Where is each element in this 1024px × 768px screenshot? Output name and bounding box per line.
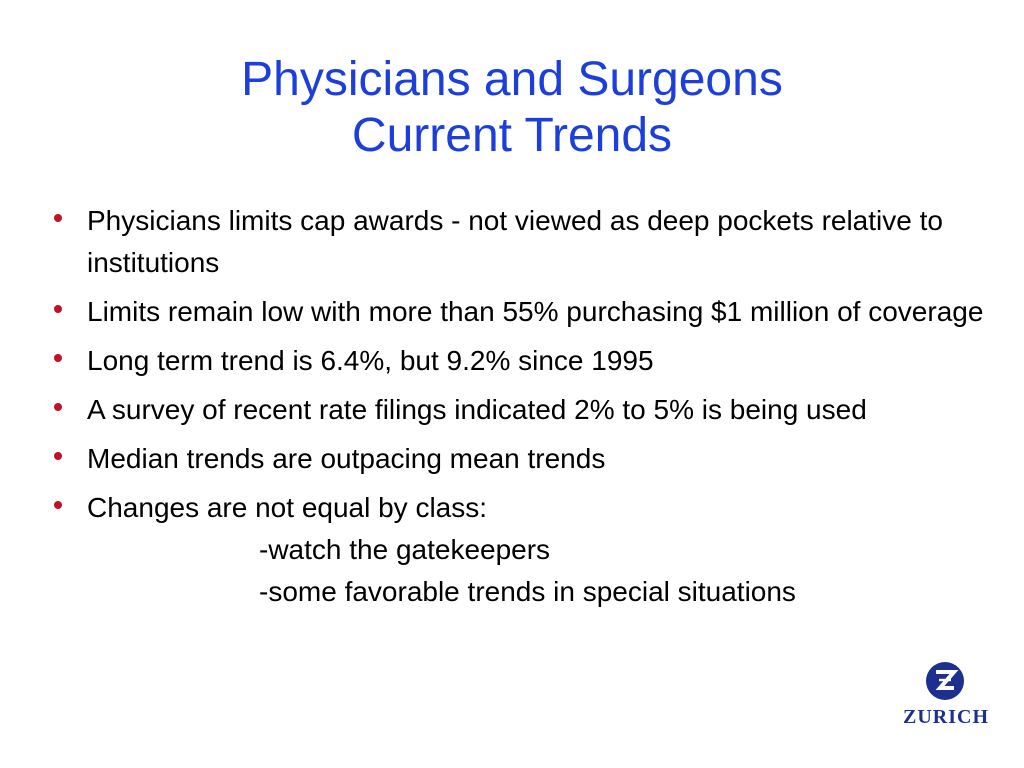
bullet-text: A survey of recent rate filings indicate…: [87, 394, 867, 425]
bullet-dot-icon: [54, 354, 62, 362]
sub-item: -some favorable trends in special situat…: [259, 576, 796, 607]
bullet-dot-icon: [54, 214, 62, 222]
bullet-item: Physicians limits cap awards - not viewe…: [54, 200, 984, 284]
bullet-text: Long term trend is 6.4%, but 9.2% since …: [87, 345, 654, 376]
bullet-dot-icon: [54, 452, 62, 460]
bullet-text: Changes are not equal by class:: [87, 492, 488, 523]
sub-item: -watch the gatekeepers: [259, 534, 551, 565]
bullet-item: Long term trend is 6.4%, but 9.2% since …: [54, 340, 984, 382]
zurich-z-icon: [926, 662, 964, 700]
bullet-item: Changes are not equal by class: -watch t…: [54, 487, 984, 613]
logo-text: ZURICH: [902, 706, 989, 728]
zurich-logo: ZURICH: [896, 662, 996, 734]
title-line-2: Current Trends: [351, 109, 673, 162]
bullet-item: Limits remain low with more than 55% pur…: [54, 291, 984, 333]
bullet-dot-icon: [54, 501, 62, 509]
bullet-text: Physicians limits cap awards - not viewe…: [87, 205, 943, 278]
bullet-dot-icon: [54, 305, 62, 313]
bullet-list: Physicians limits cap awards - not viewe…: [54, 200, 984, 620]
bullet-text: Limits remain low with more than 55% pur…: [87, 296, 984, 327]
title-line-1: Physicians and Surgeons: [241, 53, 783, 106]
slide-title: Physicians and Surgeons Current Trends: [0, 52, 1024, 164]
bullet-dot-icon: [54, 403, 62, 411]
bullet-item: Median trends are outpacing mean trends: [54, 438, 984, 480]
bullet-item: A survey of recent rate filings indicate…: [54, 389, 984, 431]
bullet-text: Median trends are outpacing mean trends: [87, 443, 606, 474]
